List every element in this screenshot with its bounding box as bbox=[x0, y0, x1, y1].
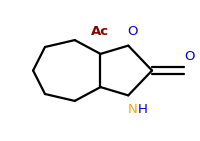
Text: H: H bbox=[137, 103, 147, 116]
Text: N: N bbox=[127, 103, 136, 116]
Text: Ac: Ac bbox=[91, 25, 109, 38]
Text: O: O bbox=[126, 25, 137, 38]
Text: O: O bbox=[184, 50, 194, 63]
